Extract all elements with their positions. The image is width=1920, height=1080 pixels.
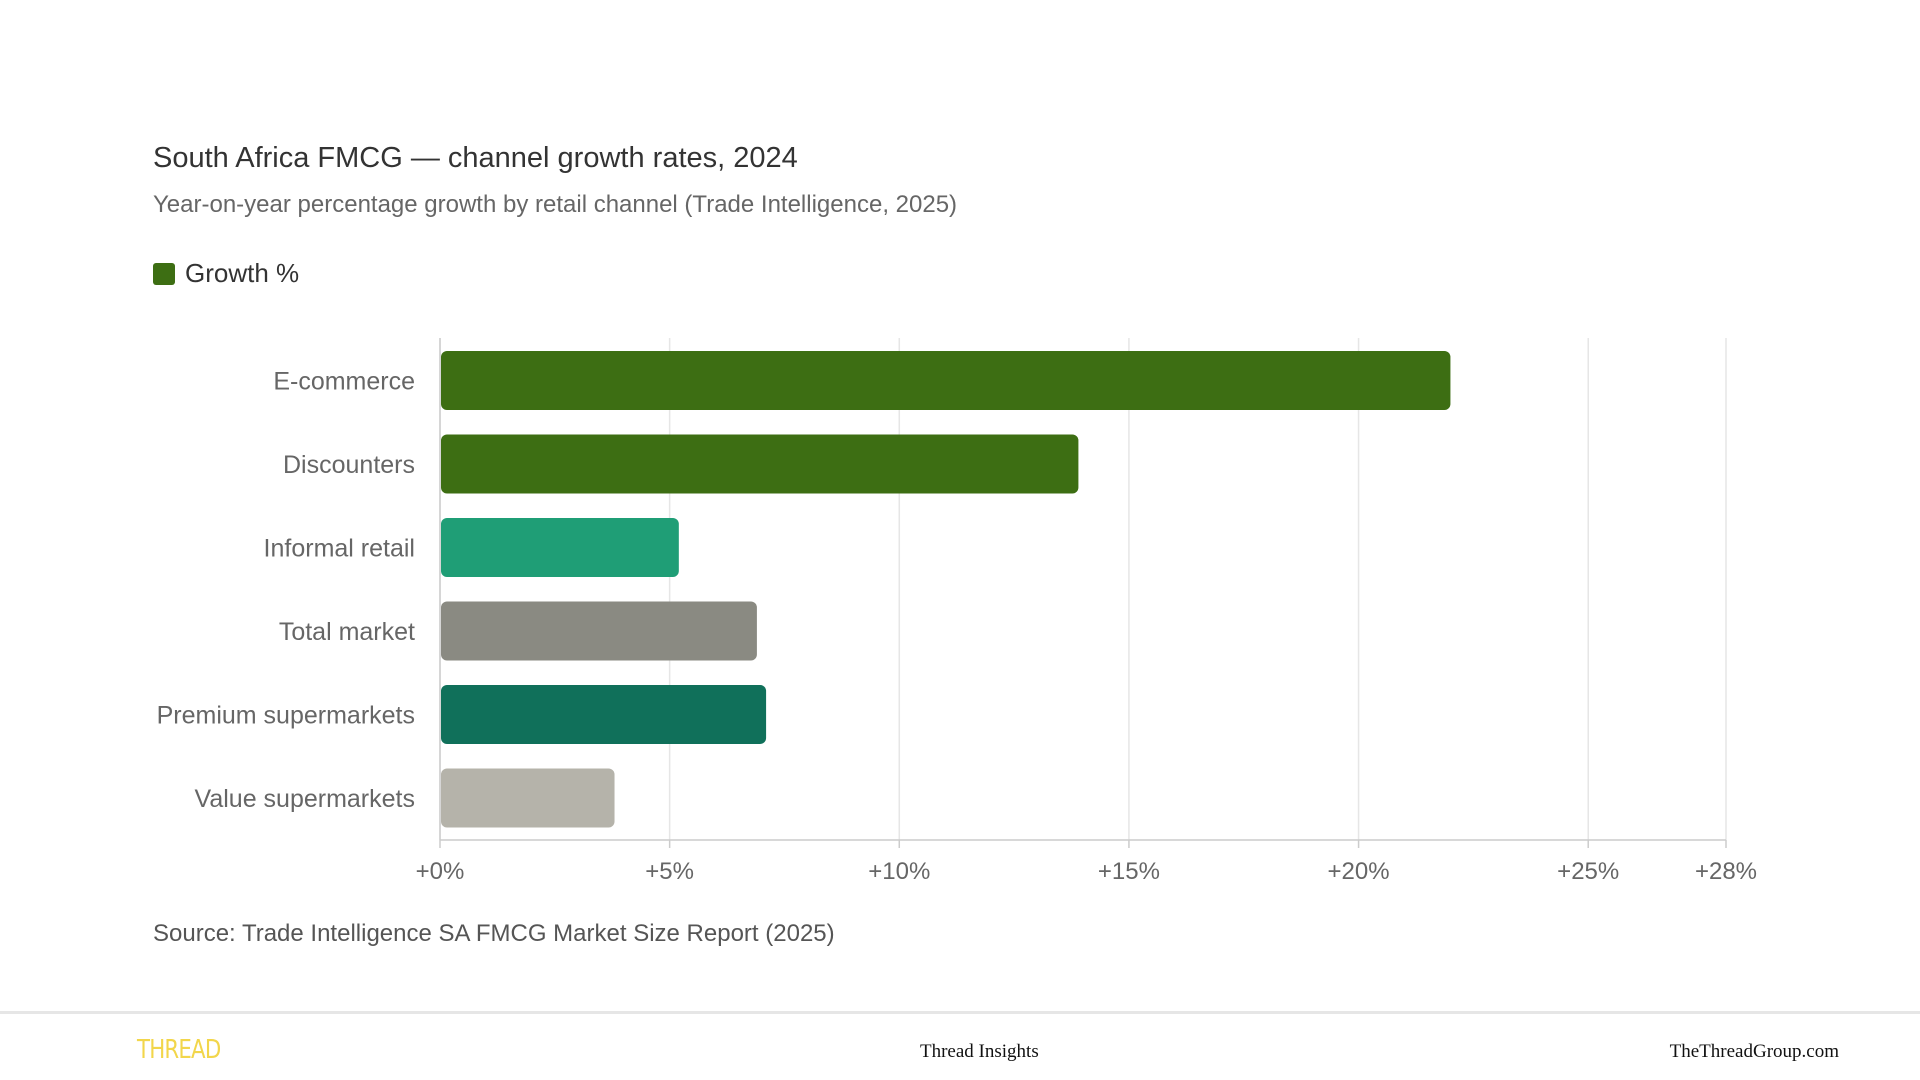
chart-source: Source: Trade Intelligence SA FMCG Marke… — [153, 920, 835, 947]
x-tick-label: +25% — [1557, 858, 1619, 885]
x-tick-label: +20% — [1328, 858, 1390, 885]
category-label: Premium supermarkets — [157, 702, 415, 730]
bar-discounters — [441, 434, 1079, 494]
legend: Growth % — [153, 258, 299, 289]
category-label: E-commerce — [273, 368, 415, 396]
x-tick-label: +28% — [1695, 858, 1757, 885]
category-label: Discounters — [283, 451, 415, 479]
x-tick-label: +15% — [1098, 858, 1160, 885]
legend-label: Growth % — [185, 258, 300, 288]
bar-value-supermarkets — [441, 768, 615, 828]
bar-chart: +0% +5% +10% +15% +20% +25% +28% E-commerce Disc… — [157, 338, 1757, 885]
x-tick-label: +5% — [645, 858, 694, 885]
chart-title: South Africa FMCG — channel growth rates… — [153, 142, 798, 174]
footer-divider — [0, 1011, 1920, 1014]
category-label: Value supermarkets — [195, 785, 415, 813]
category-label: Total market — [279, 618, 415, 646]
footer-logo: THREAD — [137, 1035, 221, 1065]
x-tick-label: +10% — [868, 858, 930, 885]
bar-e-commerce — [441, 351, 1451, 410]
footer-center-text: Thread Insights — [920, 1041, 1039, 1062]
legend-swatch — [153, 262, 175, 285]
category-label: Informal retail — [264, 535, 415, 563]
chart-subtitle: Year-on-year percentage growth by retail… — [153, 191, 958, 218]
bar-informal-retail — [441, 518, 679, 577]
bar-premium-supermarkets — [441, 685, 767, 744]
x-tick-label: +0% — [416, 858, 465, 885]
footer-website-link[interactable]: TheThreadGroup.com — [1669, 1041, 1839, 1062]
bar-total-market — [441, 601, 757, 661]
